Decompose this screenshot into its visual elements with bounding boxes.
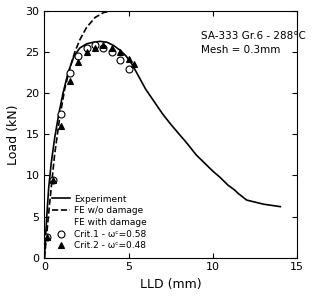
FE w/o damage [63,87,67,91]
FE w/o damage [53,153,57,157]
FE w/o damage [118,7,122,11]
Experiment [262,202,265,206]
Experiment [161,112,164,116]
Experiment [230,186,234,190]
Y-axis label: Load (kN): Load (kN) [7,104,20,164]
Experiment [278,205,282,208]
Crit.2 - ωᶜ=0.48 [59,124,63,128]
FE w/o damage [101,11,105,14]
Experiment [61,91,65,95]
Crit.2 - ωᶜ=0.48 [127,57,131,60]
Experiment [49,161,53,165]
Line: Crit.2 - ωᶜ=0.48: Crit.2 - ωᶜ=0.48 [44,42,137,240]
Experiment [98,40,102,43]
Crit.1 - ωᶜ=0.58 [68,71,72,74]
Experiment [152,100,156,103]
Experiment [233,188,237,192]
Line: Crit.1 - ωᶜ=0.58: Crit.1 - ωᶜ=0.58 [44,42,132,240]
FE w/o damage [78,38,82,41]
Experiment [85,42,88,46]
FE w/o damage [110,9,114,13]
Experiment [45,211,49,214]
Line: FE w/o damage: FE w/o damage [45,9,120,258]
Experiment [91,41,95,44]
Crit.1 - ωᶜ=0.58 [59,112,63,116]
Experiment [245,198,249,202]
Crit.2 - ωᶜ=0.48 [85,50,88,54]
Experiment [105,41,109,44]
Experiment [57,112,61,116]
Experiment [130,63,134,66]
Crit.1 - ωᶜ=0.58 [101,46,105,50]
Crit.1 - ωᶜ=0.58 [45,235,49,239]
Crit.2 - ωᶜ=0.48 [118,50,122,54]
FE w/o damage [73,50,77,54]
FE w/o damage [43,256,46,260]
Experiment [169,123,173,126]
Legend: Experiment, FE w/o damage, FE with damage, Crit.1 - ωᶜ=0.58, Crit.2 - ωᶜ=0.48: Experiment, FE w/o damage, FE with damag… [49,192,150,253]
Crit.2 - ωᶜ=0.48 [45,235,49,239]
FE w/o damage [68,67,72,70]
Crit.1 - ωᶜ=0.58 [76,54,80,58]
Crit.1 - ωᶜ=0.58 [127,67,131,70]
Experiment [72,54,76,58]
Experiment [144,87,148,91]
Crit.1 - ωᶜ=0.58 [51,178,55,181]
Experiment [43,239,47,243]
Experiment [66,71,70,74]
Experiment [211,170,215,173]
Experiment [223,180,227,184]
Experiment [78,46,82,50]
Crit.2 - ωᶜ=0.48 [93,46,97,50]
FE w/o damage [58,116,62,119]
Crit.2 - ωᶜ=0.48 [51,178,55,181]
Crit.1 - ωᶜ=0.58 [93,44,97,47]
X-axis label: LLD (mm): LLD (mm) [140,278,202,291]
Crit.2 - ωᶜ=0.48 [68,79,72,83]
Experiment [112,44,115,47]
Experiment [43,256,46,260]
Crit.1 - ωᶜ=0.58 [118,58,122,62]
Experiment [47,186,51,190]
Experiment [137,75,141,78]
Experiment [118,49,122,52]
Experiment [186,142,190,146]
Experiment [194,153,198,157]
Line: Experiment: Experiment [45,41,280,258]
Experiment [236,192,240,195]
FE w/o damage [48,202,52,206]
Text: SA-333 Gr.6 - 288°C
Mesh = 0.3mm: SA-333 Gr.6 - 288°C Mesh = 0.3mm [201,31,306,55]
Crit.1 - ωᶜ=0.58 [85,46,88,50]
Experiment [53,136,57,140]
FE w/o damage [85,26,88,29]
Experiment [226,184,230,187]
Crit.1 - ωᶜ=0.58 [110,50,114,54]
Crit.2 - ωᶜ=0.48 [76,60,80,64]
Crit.2 - ωᶜ=0.48 [101,44,105,47]
Crit.2 - ωᶜ=0.48 [110,46,114,50]
Experiment [124,54,128,58]
FE w/o damage [93,16,97,19]
Experiment [203,161,206,165]
Experiment [218,175,222,179]
Crit.2 - ωᶜ=0.48 [132,63,136,66]
Experiment [177,133,181,136]
